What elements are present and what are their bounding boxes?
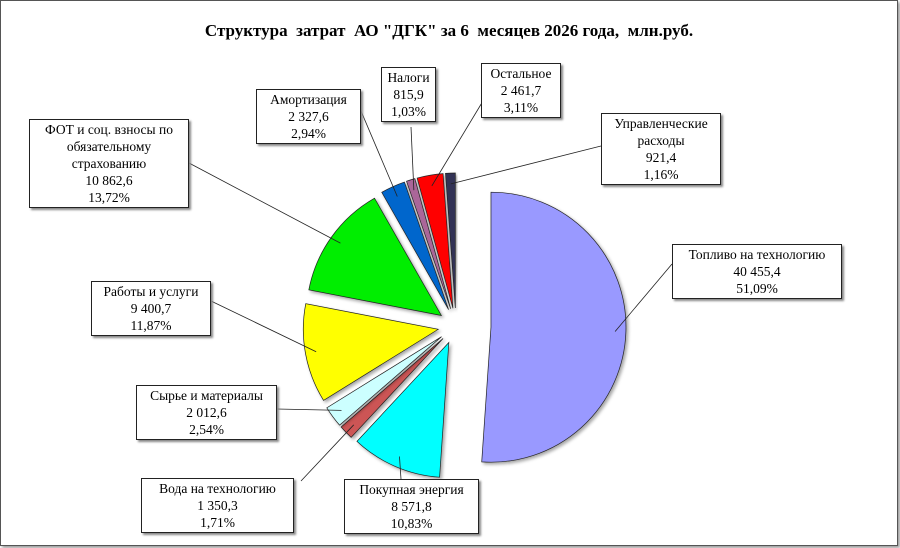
data-label: Топливо на технологию 40 455,4 51,09% — [672, 244, 842, 299]
leader-line — [300, 424, 355, 482]
label-name: Сырье и материалы — [150, 388, 263, 403]
label-value: 921,4 — [645, 150, 677, 165]
data-label: Работы и услуги 9 400,7 11,87% — [91, 281, 211, 336]
label-share: 10,83% — [390, 516, 433, 531]
data-label: Остальное 2 461,7 3,11% — [481, 63, 561, 118]
label-value: 9 400,7 — [130, 301, 172, 316]
pie-slice — [340, 338, 444, 438]
label-share: 2,94% — [291, 126, 326, 141]
label-share: 2,54% — [189, 422, 224, 437]
label-name: Вода на технологию — [159, 481, 276, 496]
leader-line — [399, 456, 402, 480]
leader-line — [276, 408, 342, 411]
label-name: Амортизация — [270, 92, 347, 107]
pie-slice — [416, 173, 454, 309]
label-name: Управленческие расходы — [614, 116, 708, 148]
label-value: 8 571,8 — [391, 499, 432, 514]
leader-line — [210, 300, 317, 353]
pie-slice — [302, 303, 440, 401]
data-label: Амортизация 2 327,6 2,94% — [256, 89, 361, 144]
pie-slice — [406, 178, 452, 309]
data-label: Вода на технологию 1 350,3 1,71% — [141, 478, 294, 533]
label-share: 3,11% — [503, 100, 539, 115]
leader-line — [410, 126, 415, 191]
label-share: 1,16% — [643, 167, 679, 182]
label-share: 13,72% — [88, 190, 130, 205]
data-label: Покупная энергия 8 571,8 10,83% — [344, 479, 479, 534]
label-name: Топливо на технологию — [688, 247, 826, 262]
label-share: 11,87% — [130, 318, 172, 333]
label-name: Остальное — [490, 66, 552, 81]
pie-slice — [481, 191, 627, 463]
label-value: 10 862,6 — [85, 173, 133, 188]
pie-slice — [356, 341, 450, 478]
pie-slice — [445, 172, 456, 309]
label-name: ФОТ и соц. взносы по обязательному страх… — [45, 122, 173, 171]
label-value: 815,9 — [393, 87, 424, 102]
label-share: 51,09% — [736, 281, 778, 296]
leader-line — [450, 145, 602, 185]
label-value: 2 461,7 — [500, 83, 542, 98]
data-label: Сырье и материалы 2 012,6 2,54% — [136, 385, 277, 440]
label-value: 2 327,6 — [288, 109, 329, 124]
leader-line — [360, 110, 398, 197]
data-label: Управленческие расходы 921,4 1,16% — [601, 113, 721, 185]
label-name: Работы и услуги — [103, 284, 199, 299]
pie-slice — [308, 197, 443, 317]
label-share: 1,03% — [391, 104, 426, 119]
label-value: 2 012,6 — [186, 405, 227, 420]
leader-line — [188, 162, 341, 244]
label-share: 1,71% — [200, 515, 235, 530]
label-value: 1 350,3 — [197, 498, 238, 513]
label-name: Покупная энергия — [359, 482, 464, 497]
leader-line — [614, 263, 673, 332]
data-label: Налоги 815,9 1,03% — [381, 67, 436, 122]
label-value: 40 455,4 — [733, 264, 781, 279]
leader-line — [431, 100, 484, 187]
label-name: Налоги — [387, 70, 430, 85]
pie-slice — [326, 336, 442, 426]
data-label: ФОТ и соц. взносы по обязательному страх… — [29, 119, 189, 208]
chart-title: Структура затрат АО "ДГК" за 6 месяцев 2… — [204, 21, 694, 40]
